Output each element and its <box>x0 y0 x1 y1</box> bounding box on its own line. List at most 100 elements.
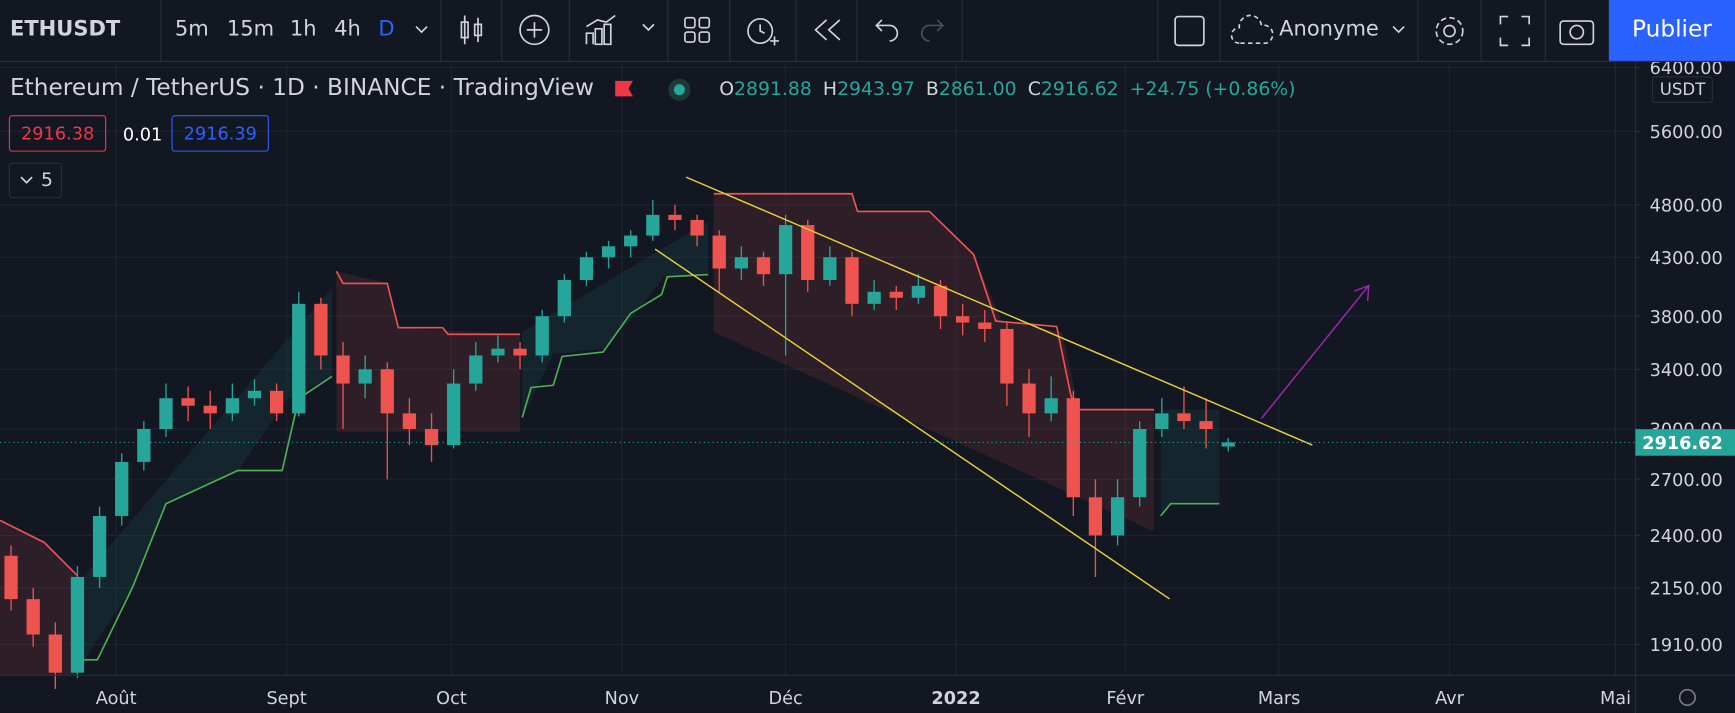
candle-body <box>668 214 682 220</box>
chevron[interactable] <box>19 173 34 188</box>
settings-icon[interactable] <box>1432 13 1467 48</box>
candle-body <box>1044 398 1058 414</box>
x-tick-label: Déc <box>769 689 803 709</box>
supertrend-up <box>521 273 709 418</box>
interval[interactable]: D <box>378 16 395 41</box>
interval[interactable]: 5m <box>174 16 209 41</box>
candle-body <box>336 355 350 384</box>
flag-icon[interactable] <box>614 80 634 98</box>
last-price-label: 2916.62 <box>1642 434 1723 454</box>
undo-redo[interactable] <box>872 17 949 44</box>
candle-body <box>26 599 40 635</box>
candle-body <box>933 285 948 317</box>
candle-body <box>911 285 926 298</box>
y-tick-label: 2400.00 <box>1650 527 1723 547</box>
candle-body <box>801 225 815 280</box>
ohlc-label: H <box>822 78 838 101</box>
candle-body <box>601 246 616 258</box>
x-tick-label: 2022 <box>931 689 980 709</box>
trend-fill <box>84 287 332 660</box>
chart-type-icon[interactable] <box>457 13 488 46</box>
candle-body <box>358 369 372 384</box>
ohlc-legend: O2891.88 H2943.97 B2861.00 C2916.62 +24.75 (… <box>719 79 1295 101</box>
x-tick-label: Sept <box>266 689 306 709</box>
candle-body <box>292 303 306 414</box>
layout-icon[interactable] <box>683 15 714 46</box>
y-tick-label: 3400.00 <box>1650 361 1723 381</box>
candle-body <box>756 257 771 275</box>
ohlc-label: B <box>925 78 939 101</box>
interval[interactable]: 4h <box>334 16 361 41</box>
y-tick-label: 4800.00 <box>1650 196 1723 216</box>
dropdown-icon[interactable] <box>414 22 429 37</box>
candle-body <box>159 398 173 429</box>
y-tick-label: 5600.00 <box>1650 123 1723 143</box>
supertrend-down <box>0 519 79 577</box>
add-icon[interactable] <box>518 13 553 48</box>
separator <box>961 0 963 61</box>
fullscreen-box[interactable] <box>1173 14 1206 47</box>
candle-body <box>513 348 527 356</box>
separator <box>856 0 858 61</box>
user[interactable]: Anonyme <box>1279 16 1379 41</box>
cloud-icon[interactable] <box>1230 14 1274 47</box>
candle-body <box>203 405 217 414</box>
separator <box>160 0 162 61</box>
candle-body <box>491 348 505 356</box>
indicators-count[interactable]: 5 <box>40 169 53 192</box>
interval[interactable]: 15m <box>226 16 275 41</box>
candle-body <box>314 303 328 356</box>
candle-body <box>1022 383 1036 414</box>
separator <box>1417 0 1419 61</box>
candle-body <box>70 576 85 673</box>
candle-body <box>447 383 461 446</box>
separator <box>501 0 503 61</box>
candle-body <box>1177 413 1191 422</box>
fullscreen-icon[interactable] <box>1498 14 1531 47</box>
market-status <box>668 78 691 101</box>
trend-line <box>685 176 1313 446</box>
candle-body <box>778 225 793 275</box>
interval[interactable]: 1h <box>289 16 317 41</box>
publish-button[interactable]: Publier <box>1608 0 1735 61</box>
candle-body <box>225 398 240 414</box>
symbol[interactable]: ETHUSDT <box>9 16 121 41</box>
last-price-box <box>1635 429 1735 456</box>
candle-body <box>1155 413 1169 429</box>
arrow <box>1260 285 1370 419</box>
trend-fill <box>1160 409 1220 516</box>
indicators-icon[interactable] <box>584 13 661 46</box>
candle-body <box>867 291 881 304</box>
candle-body <box>712 235 726 269</box>
separator <box>568 0 570 61</box>
ohlc-label: C <box>1027 78 1041 101</box>
currency[interactable]: USDT <box>1652 76 1714 103</box>
sell-price[interactable]: 2916.38 <box>8 115 107 152</box>
x-tick-label: Févr <box>1106 689 1145 709</box>
x-tick-label: Août <box>96 689 137 709</box>
toolbar <box>0 0 1735 62</box>
price-axis <box>1635 60 1735 713</box>
candle-body <box>1088 497 1103 536</box>
candle-body <box>402 413 417 429</box>
snapshot-icon[interactable] <box>1558 14 1596 47</box>
replay-icon[interactable] <box>811 18 844 42</box>
separator <box>729 0 731 61</box>
trend-line <box>654 248 1170 600</box>
alert-icon[interactable] <box>744 12 782 50</box>
indicators-toggle[interactable] <box>8 162 62 199</box>
buy-price[interactable]: 2916.39 <box>171 115 270 152</box>
candle-body <box>845 257 859 304</box>
candle-body <box>1110 497 1125 536</box>
candle-body <box>956 316 970 323</box>
change: +24.75 (+0.86%) <box>1129 78 1296 101</box>
candle-body <box>624 235 638 247</box>
dropdown-icon[interactable] <box>1391 22 1406 37</box>
candle-body <box>646 214 660 236</box>
candle-body <box>889 291 903 298</box>
settings-icon[interactable] <box>1678 688 1696 707</box>
candle-body <box>247 390 262 399</box>
y-tick-label: 4300.00 <box>1650 249 1723 269</box>
